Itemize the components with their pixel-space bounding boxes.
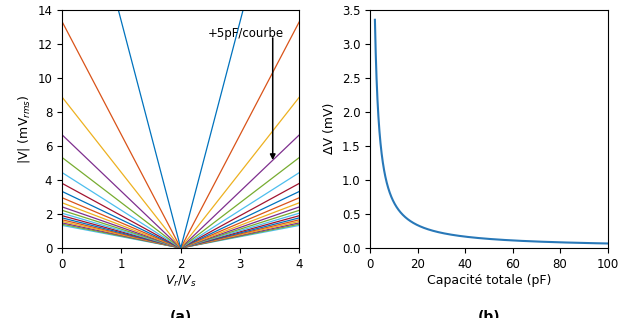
Text: (a): (a) <box>170 310 192 318</box>
Y-axis label: ΔV (mV): ΔV (mV) <box>323 103 336 155</box>
X-axis label: $V_r/V_s$: $V_r/V_s$ <box>165 273 197 289</box>
Text: +5pF/courbe: +5pF/courbe <box>208 27 283 39</box>
Text: (b): (b) <box>477 310 500 318</box>
X-axis label: Capacité totale (pF): Capacité totale (pF) <box>427 273 551 287</box>
Y-axis label: |V| (mV$_{rms}$): |V| (mV$_{rms}$) <box>16 94 32 163</box>
